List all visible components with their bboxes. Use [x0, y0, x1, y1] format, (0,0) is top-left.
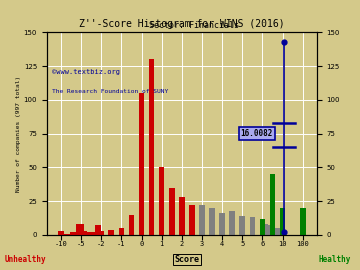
Text: The Research Foundation of SUNY: The Research Foundation of SUNY: [52, 89, 168, 94]
Text: ©www.textbiz.org: ©www.textbiz.org: [52, 69, 120, 75]
Bar: [98, 231, 104, 235]
Bar: [260, 221, 265, 235]
Bar: [179, 197, 185, 235]
Bar: [300, 208, 306, 235]
Text: Sector: Financials: Sector: Financials: [149, 21, 239, 30]
Text: Score: Score: [175, 255, 200, 264]
Bar: [85, 232, 91, 235]
Bar: [270, 228, 275, 235]
Bar: [62, 234, 68, 235]
Bar: [139, 93, 144, 235]
Bar: [219, 213, 225, 235]
Bar: [92, 232, 97, 235]
Bar: [58, 232, 64, 235]
Title: Z''-Score Histogram for WINS (2016): Z''-Score Histogram for WINS (2016): [79, 19, 285, 29]
Bar: [199, 205, 205, 235]
Bar: [209, 208, 215, 235]
Bar: [265, 225, 270, 235]
Bar: [149, 59, 154, 235]
Bar: [78, 224, 84, 235]
Bar: [64, 234, 70, 235]
Bar: [74, 232, 80, 235]
Bar: [270, 174, 275, 235]
Bar: [249, 217, 255, 235]
Bar: [58, 234, 64, 235]
Bar: [280, 208, 285, 235]
Bar: [159, 167, 165, 235]
Bar: [58, 231, 64, 235]
Bar: [66, 234, 72, 235]
Bar: [129, 215, 134, 235]
Y-axis label: Number of companies (997 total): Number of companies (997 total): [16, 76, 21, 192]
Bar: [95, 225, 101, 235]
Bar: [58, 234, 64, 235]
Bar: [70, 232, 76, 235]
Bar: [262, 224, 268, 235]
Bar: [68, 234, 74, 235]
Bar: [260, 219, 265, 235]
Bar: [275, 230, 280, 235]
Text: 16.0082: 16.0082: [240, 129, 273, 138]
Bar: [76, 224, 82, 235]
Text: Unhealthy: Unhealthy: [4, 255, 46, 264]
Bar: [189, 205, 195, 235]
Bar: [58, 232, 64, 235]
Bar: [277, 228, 283, 235]
Bar: [58, 234, 64, 235]
Bar: [72, 234, 78, 235]
Bar: [88, 232, 94, 235]
Bar: [108, 230, 114, 235]
Bar: [280, 225, 285, 235]
Bar: [60, 234, 66, 235]
Bar: [272, 228, 278, 235]
Bar: [58, 234, 64, 235]
Bar: [82, 231, 87, 235]
Bar: [118, 228, 124, 235]
Bar: [267, 227, 273, 235]
Text: Healthy: Healthy: [319, 255, 351, 264]
Bar: [169, 188, 175, 235]
Bar: [239, 216, 245, 235]
Bar: [229, 211, 235, 235]
